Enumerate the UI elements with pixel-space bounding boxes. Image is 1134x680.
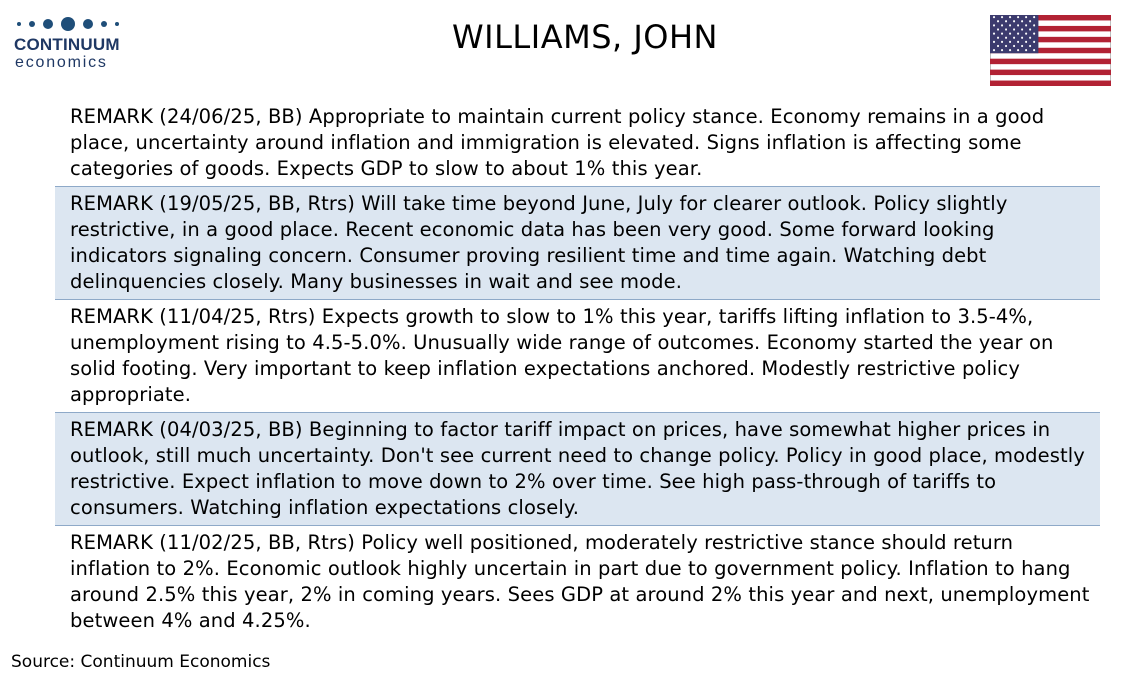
source-note: Source: Continuum Economics <box>11 652 271 672</box>
page-title: WILLIAMS, JOHN <box>452 18 718 56</box>
continuum-logo: CONTINUUM economics <box>14 14 144 71</box>
remark-row: REMARK (11/02/25, BB, Rtrs) Policy well … <box>70 531 1090 632</box>
logo-subtitle: economics <box>15 54 108 71</box>
remark-row: REMARK (24/06/25, BB) Appropriate to mai… <box>55 100 1100 187</box>
remark-row: REMARK (19/05/25, BB, Rtrs) Will take ti… <box>55 187 1100 300</box>
remark-row: REMARK (11/04/25, Rtrs) Expects growth t… <box>55 300 1100 413</box>
logo-name: CONTINUUM <box>14 35 120 54</box>
us-flag-icon <box>990 15 1111 86</box>
remarks-list: REMARK (24/06/25, BB) Appropriate to mai… <box>55 100 1100 638</box>
remark-row: REMARK (04/03/25, BB) Beginning to facto… <box>55 413 1100 526</box>
logo-dots-icon <box>17 14 144 34</box>
